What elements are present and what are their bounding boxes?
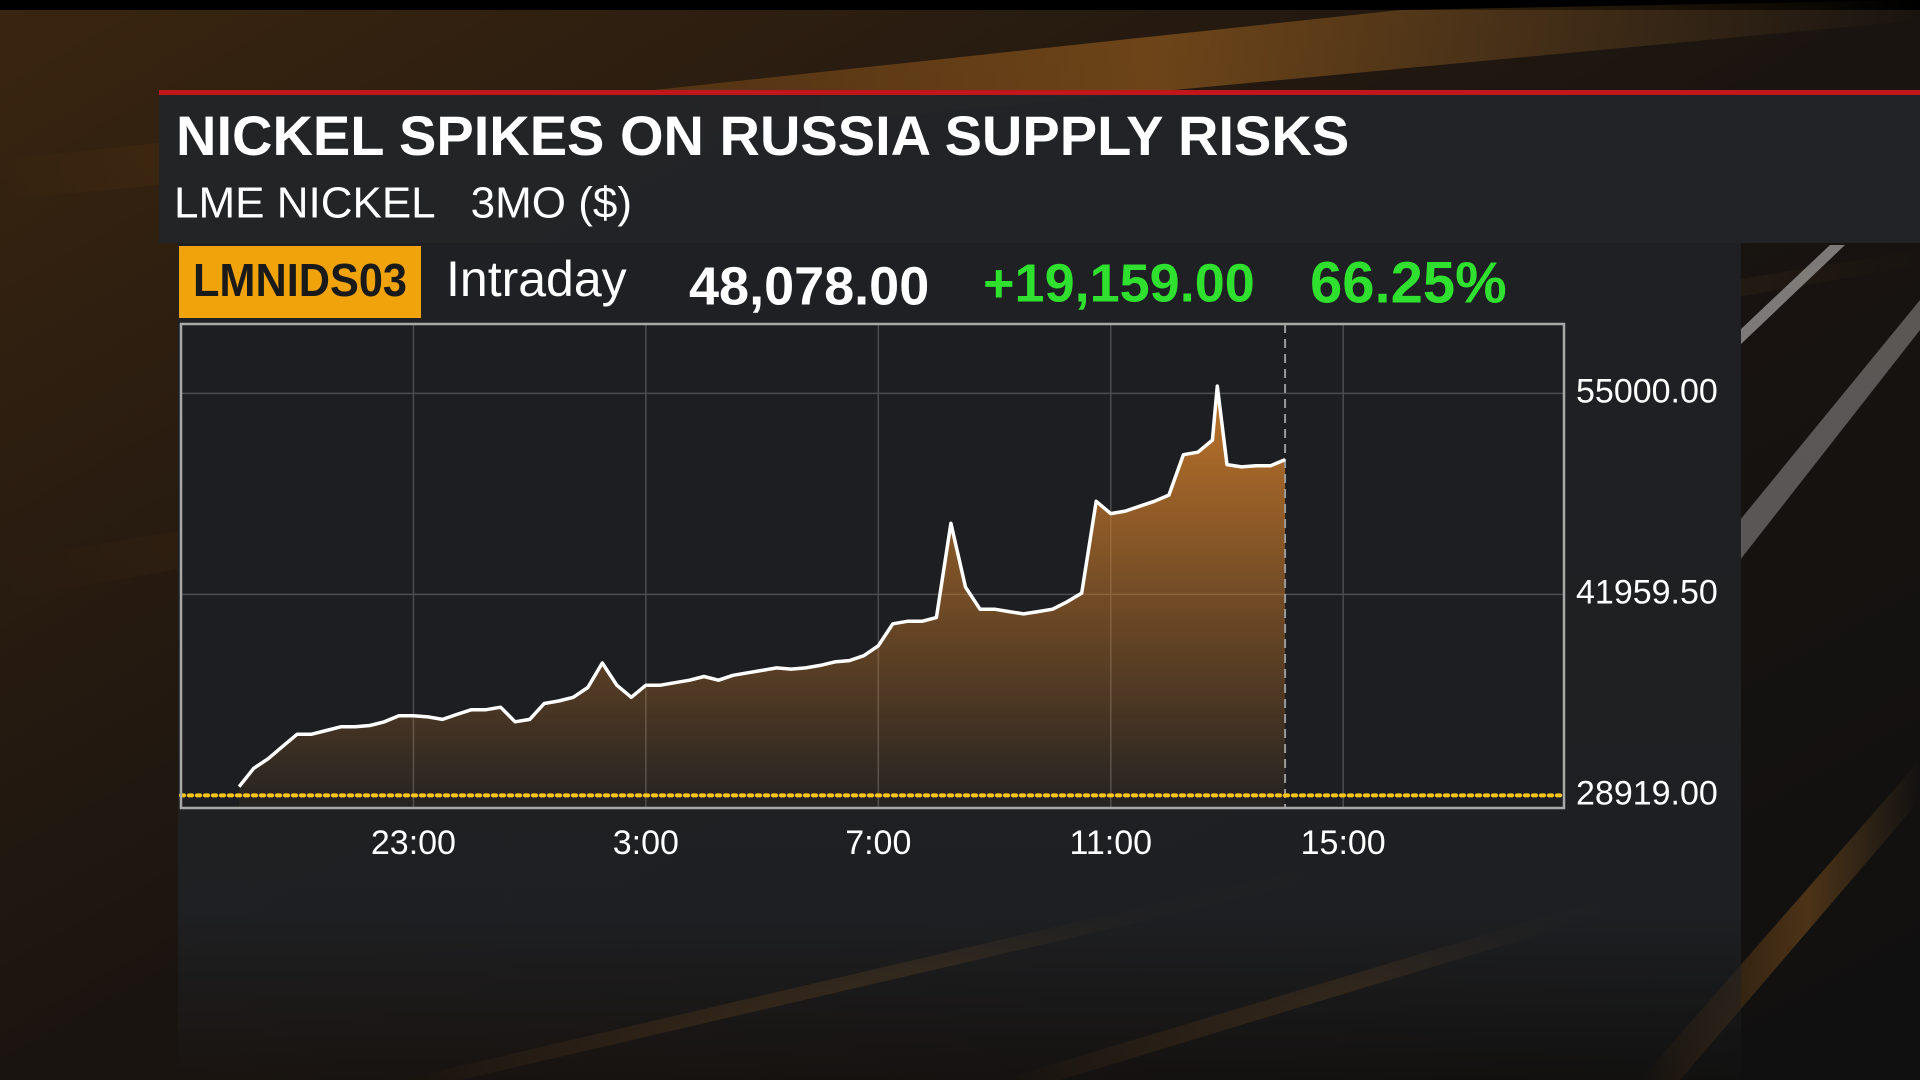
ticker: LMNIDS03 — [193, 254, 407, 306]
plot-border — [179, 322, 1566, 810]
x-tick-label: 15:00 — [1301, 824, 1386, 862]
x-tick-label: 11:00 — [1069, 824, 1152, 862]
plot: 55000.00 41959.50 28919.00 23:00 3:00 7:00 11:… — [179, 322, 1718, 862]
header-accent — [159, 90, 1920, 95]
change: +19,159.00 — [983, 253, 1255, 313]
y-tick-label: 55000.00 — [1576, 372, 1718, 410]
title: NICKEL SPIKES ON RUSSIA SUPPLY RISKS — [176, 104, 1349, 167]
subtitle: LME NICKEL 3MO ($) — [174, 179, 632, 228]
header-panel — [159, 95, 1920, 243]
change-percent: 66.25% — [1310, 250, 1507, 315]
x-tick-label: 23:00 — [371, 824, 456, 862]
x-tick-label: 3:00 — [613, 824, 679, 862]
ticker-box — [179, 246, 421, 318]
area-fill — [239, 386, 1286, 808]
y-tick-label: 28919.00 — [1576, 774, 1718, 812]
y-tick-label: 41959.50 — [1576, 573, 1718, 611]
top-bar — [0, 0, 1920, 10]
price-line — [237, 384, 1286, 788]
x-tick-label: 7:00 — [845, 824, 911, 862]
price: 48,078.00 — [689, 256, 929, 316]
period: Intraday — [446, 251, 627, 307]
